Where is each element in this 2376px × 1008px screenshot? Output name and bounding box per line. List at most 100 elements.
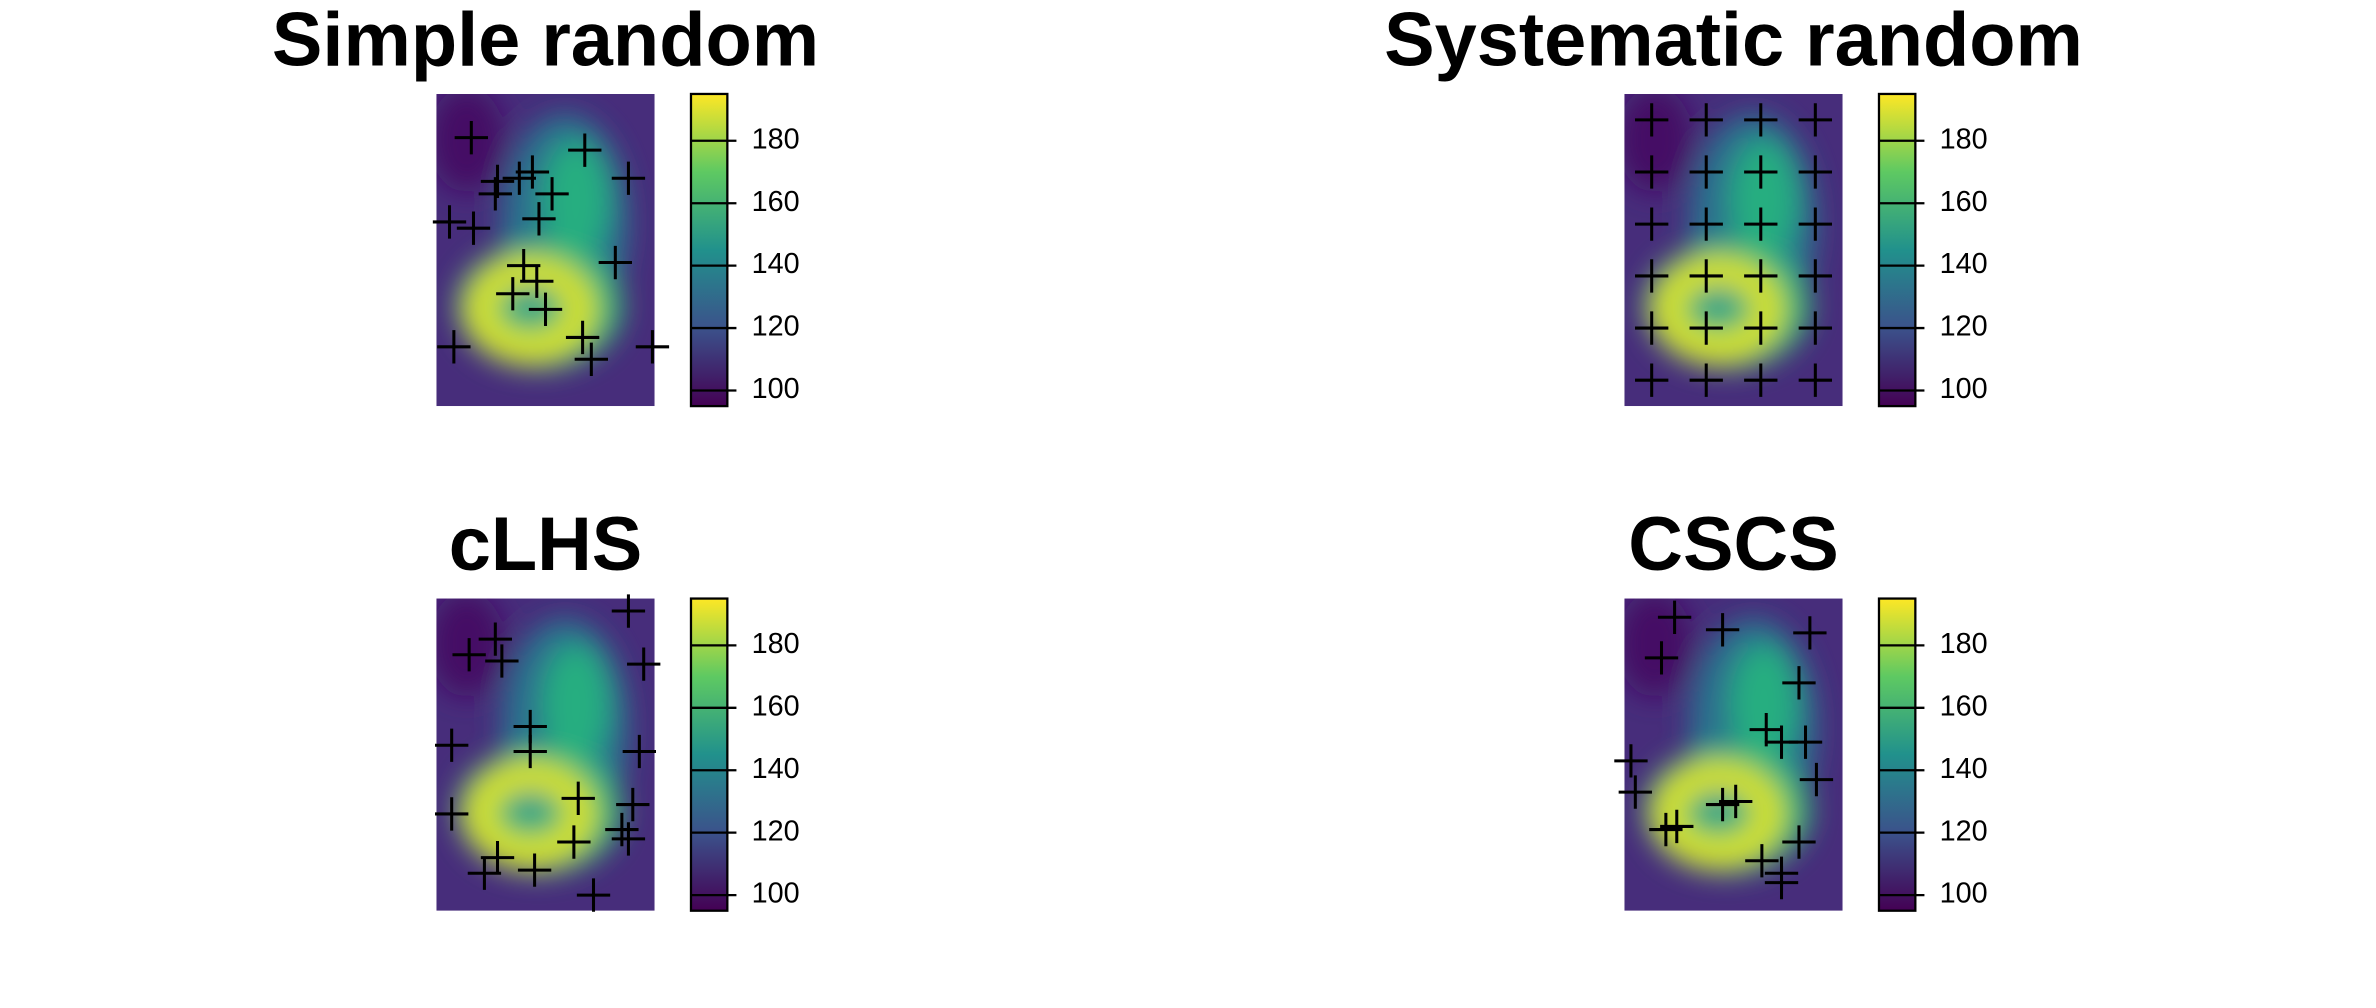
sample-point [435, 797, 469, 831]
colorbar-tick-label: 120 [752, 815, 800, 847]
sample-point [574, 342, 609, 376]
colorbar-tick-label: 180 [752, 123, 800, 155]
sample-point [1689, 259, 1723, 293]
sample-point [1705, 613, 1740, 647]
colorbar-tick-label: 140 [752, 248, 800, 280]
sample-point [435, 728, 469, 762]
sample-point [611, 822, 646, 856]
colorbar [689, 597, 729, 912]
sample-point [611, 161, 646, 195]
sample-point [627, 647, 661, 681]
sample-point [1798, 155, 1833, 189]
sample-point [478, 622, 512, 656]
colorbar-tick-label: 180 [752, 628, 800, 660]
colorbar-tick-label: 140 [752, 753, 800, 785]
sample-point [611, 594, 646, 628]
sample-point [1744, 311, 1778, 345]
sample-point [513, 734, 547, 769]
sample-point [568, 133, 602, 167]
colorbar [1877, 597, 1917, 912]
sample-point [1798, 311, 1833, 345]
sample-point [1745, 844, 1779, 878]
panel-title: Systematic random [1384, 0, 2083, 82]
sample-point [437, 330, 471, 364]
sample-point [1764, 865, 1799, 900]
colorbar-tick-label: 120 [1940, 815, 1988, 847]
sample-point [1689, 311, 1723, 345]
sample-point [1618, 775, 1652, 809]
sample-point [1744, 155, 1778, 189]
colorbar-tick-label: 120 [1940, 311, 1988, 343]
sample-point [456, 211, 491, 245]
colorbar [689, 92, 729, 408]
sample-point [496, 277, 530, 311]
colorbar-tick-label: 160 [1940, 690, 1988, 722]
sample-point [1744, 207, 1778, 241]
sample-point [1635, 363, 1669, 397]
sample-point [1635, 311, 1669, 345]
panel-title: Simple random [272, 0, 819, 82]
sample-point [1614, 744, 1648, 778]
sample-point [1689, 363, 1723, 397]
sample-point [1689, 103, 1723, 137]
sample-point [507, 248, 541, 283]
sample-point [1635, 155, 1669, 189]
sample-point [1798, 259, 1833, 293]
sample-point [1798, 103, 1833, 137]
colorbar-tick-label: 140 [1940, 248, 1988, 280]
sample-point [480, 840, 515, 875]
sample-point [535, 177, 569, 211]
sample-point [1799, 762, 1834, 797]
sample-point [432, 205, 467, 239]
sample-point [528, 292, 563, 327]
sample-point [1689, 155, 1723, 189]
colorbar-tick-label: 120 [752, 311, 800, 343]
panel-title: CSCS [1628, 502, 1838, 587]
colorbar-tick-label: 100 [752, 878, 800, 910]
colorbar-tick-label: 100 [1940, 878, 1988, 910]
sample-point [565, 320, 600, 355]
sample-point [1635, 207, 1669, 241]
sample-point [517, 853, 552, 887]
sample-point [1782, 825, 1816, 859]
sample-point [1660, 809, 1694, 844]
sample-point [522, 202, 556, 236]
sample-point [1719, 784, 1753, 819]
colorbar-tick-label: 180 [1940, 123, 1988, 155]
colorbar-tick-label: 180 [1940, 628, 1988, 660]
colorbar-tick-label: 160 [1940, 186, 1988, 218]
sample-point [1644, 641, 1679, 675]
sample-point [616, 787, 650, 822]
colorbar-tick-label: 100 [752, 373, 800, 405]
sample-point [561, 781, 595, 816]
sample-point [1744, 363, 1778, 397]
sample-point [598, 245, 633, 280]
sample-point [467, 856, 502, 890]
sample-point [478, 177, 512, 211]
sample-point [485, 644, 519, 678]
colorbar-tick-label: 160 [752, 186, 800, 218]
sample-point [1705, 787, 1740, 822]
sample-point [1689, 207, 1723, 241]
sample-point [576, 878, 611, 912]
sample-point [454, 120, 488, 155]
sample-point [1782, 666, 1816, 700]
sample-point [515, 155, 550, 189]
sample-point [1635, 103, 1669, 137]
sample-point [452, 638, 486, 672]
sample-point [520, 264, 554, 298]
sample-point [605, 812, 639, 847]
raster-map [429, 86, 655, 406]
sample-point [557, 825, 591, 859]
sample-point [1657, 600, 1692, 634]
sample-point [1793, 616, 1827, 650]
sample-point [1635, 259, 1669, 293]
colorbar-tick-label: 100 [1940, 373, 1988, 405]
sample-point [1798, 207, 1833, 241]
sample-point [1744, 259, 1778, 293]
sample-point [1788, 725, 1823, 759]
colorbar [1877, 92, 1917, 408]
sample-point [622, 734, 657, 769]
